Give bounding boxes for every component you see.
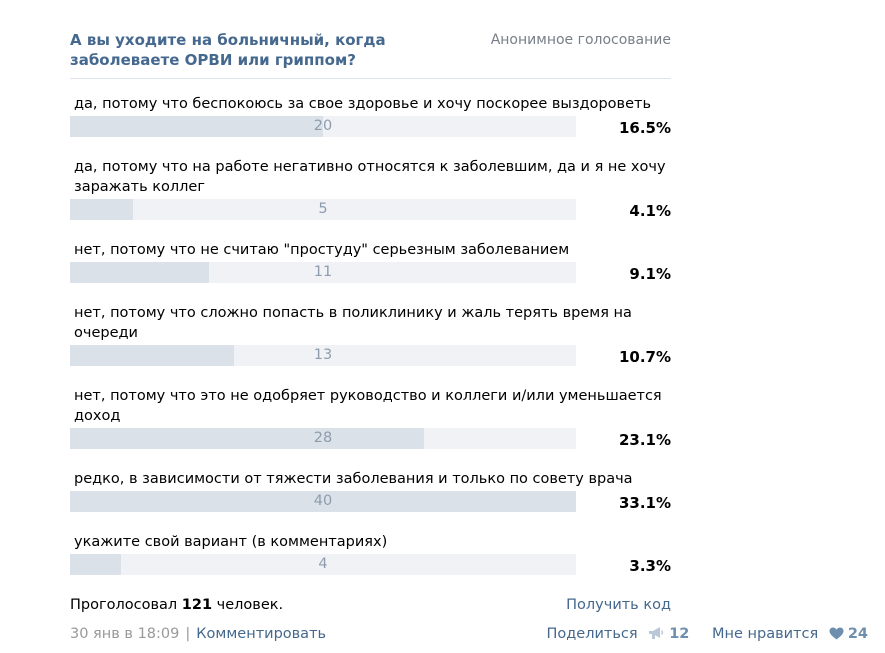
poll-answer-bar-row: 5 4.1% bbox=[70, 199, 671, 220]
post-date[interactable]: 30 янв в 18:09 bbox=[70, 626, 180, 642]
meta-separator: | bbox=[185, 626, 191, 642]
poll-footer: Проголосовал 121 человек. Получить код bbox=[70, 595, 671, 617]
poll-vote-count: 28 bbox=[313, 430, 333, 446]
poll-vote-percent: 3.3% bbox=[629, 557, 671, 575]
heart-icon bbox=[829, 627, 844, 640]
voted-prefix: Проголосовал bbox=[70, 597, 178, 613]
share-count: 12 bbox=[669, 626, 690, 642]
share-button[interactable]: Поделиться 12 bbox=[546, 624, 689, 644]
poll-answer-text: укажите свой вариант (в комментариях) bbox=[74, 534, 388, 550]
poll-bar-fill bbox=[70, 554, 121, 575]
poll-answer-bar-row: 4 3.3% bbox=[70, 554, 671, 575]
poll-answer[interactable]: да, потому что на работе негативно относ… bbox=[70, 157, 671, 220]
poll-type-label: Анонимное голосование bbox=[490, 32, 671, 48]
poll-answer-bar-row: 13 10.7% bbox=[70, 345, 671, 366]
poll-bar-fill bbox=[70, 199, 133, 220]
poll-vote-count: 11 bbox=[313, 264, 333, 280]
poll-answer-text: да, потому что беспокоюсь за свое здоров… bbox=[74, 96, 651, 112]
poll-bar-fill bbox=[70, 491, 576, 512]
poll-widget: А вы уходите на больничный, когда заболе… bbox=[70, 28, 671, 617]
poll-vote-percent: 4.1% bbox=[629, 202, 671, 220]
poll-answer[interactable]: укажите свой вариант (в комментариях) 4 3.… bbox=[70, 532, 671, 575]
poll-answer-text: редко, в зависимости от тяжести заболева… bbox=[74, 471, 633, 487]
poll-vote-count: 20 bbox=[313, 118, 333, 134]
voted-summary: Проголосовал 121 человек. bbox=[70, 595, 283, 615]
poll-answer[interactable]: нет, потому что сложно попасть в поликли… bbox=[70, 303, 671, 366]
poll-vote-count: 13 bbox=[313, 347, 333, 363]
share-label: Поделиться bbox=[546, 626, 638, 642]
poll-answer[interactable]: да, потому что беспокоюсь за свое здоров… bbox=[70, 94, 671, 137]
poll-bar-fill bbox=[70, 116, 323, 137]
poll-question: А вы уходите на больничный, когда заболе… bbox=[70, 31, 386, 69]
poll-bar-fill bbox=[70, 262, 209, 283]
poll-bar-fill bbox=[70, 428, 424, 449]
post-meta: 30 янв в 18:09 | Комментировать Поделиться… bbox=[70, 624, 868, 646]
like-label: Мне нравится bbox=[712, 626, 819, 642]
poll-answers: да, потому что беспокоюсь за свое здоров… bbox=[70, 94, 671, 575]
voted-count: 121 bbox=[181, 597, 213, 613]
comment-link[interactable]: Комментировать bbox=[196, 626, 327, 642]
poll-bar-fill bbox=[70, 345, 234, 366]
poll-answer-text: нет, потому что сложно попасть в поликли… bbox=[74, 305, 632, 341]
poll-answer-text: да, потому что на работе негативно относ… bbox=[74, 159, 666, 195]
poll-answer-bar-row: 11 9.1% bbox=[70, 262, 671, 283]
poll-answer[interactable]: нет, потому что это не одобряет руководс… bbox=[70, 386, 671, 449]
poll-vote-percent: 10.7% bbox=[618, 348, 671, 366]
post-date-area: 30 янв в 18:09 | Комментировать bbox=[70, 624, 326, 644]
poll-answer-bar-row: 20 16.5% bbox=[70, 116, 671, 137]
like-count: 24 bbox=[847, 626, 868, 642]
poll-vote-percent: 33.1% bbox=[618, 494, 671, 512]
megaphone-icon bbox=[649, 627, 664, 639]
poll-vote-count: 4 bbox=[318, 556, 328, 572]
poll-answer[interactable]: редко, в зависимости от тяжести заболева… bbox=[70, 469, 671, 512]
poll-answer-bar-row: 40 33.1% bbox=[70, 491, 671, 512]
poll-vote-percent: 16.5% bbox=[618, 119, 671, 137]
poll-vote-count: 5 bbox=[318, 201, 328, 217]
poll-answer-bar-row: 28 23.1% bbox=[70, 428, 671, 449]
poll-bar-track bbox=[70, 554, 576, 575]
poll-bar-track bbox=[70, 199, 576, 220]
poll-answer-text: нет, потому что не считаю "простуду" сер… bbox=[74, 242, 570, 258]
poll-vote-percent: 9.1% bbox=[629, 265, 671, 283]
voted-suffix: человек. bbox=[216, 597, 284, 613]
like-button[interactable]: Мне нравится 24 bbox=[712, 624, 868, 644]
get-code-link[interactable]: Получить код bbox=[566, 597, 671, 613]
poll-answer-text: нет, потому что это не одобряет руководс… bbox=[74, 388, 662, 424]
post-actions: Поделиться 12 Мне нравится 24 bbox=[528, 624, 868, 644]
poll-vote-count: 40 bbox=[313, 493, 333, 509]
poll-vote-percent: 23.1% bbox=[618, 431, 671, 449]
poll-answer[interactable]: нет, потому что не считаю "простуду" сер… bbox=[70, 240, 671, 283]
poll-header: А вы уходите на больничный, когда заболе… bbox=[70, 28, 671, 79]
